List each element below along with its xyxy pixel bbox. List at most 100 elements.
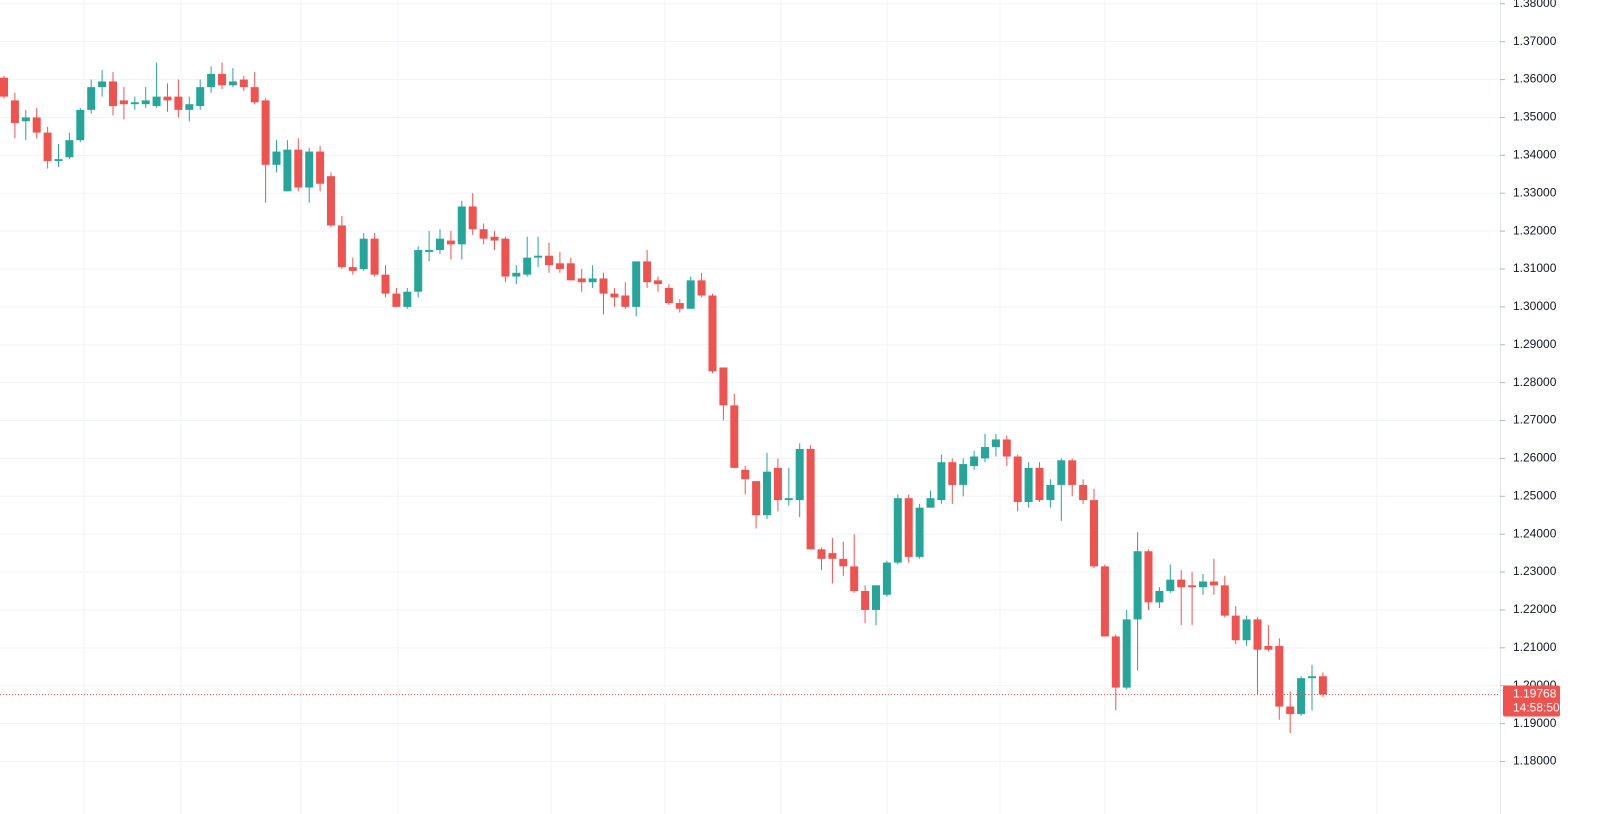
candle-body <box>10 100 19 124</box>
candle-body <box>479 229 488 239</box>
y-tick-label: 1.19000 <box>1513 716 1557 730</box>
y-tick-label: 1.32000 <box>1513 223 1557 237</box>
last-price-label: 1.19768 <box>1513 687 1557 701</box>
candle-body <box>1002 439 1011 457</box>
candle-body <box>196 87 205 107</box>
candle-body <box>904 498 913 557</box>
candle-body <box>294 149 303 188</box>
y-tick-label: 1.18000 <box>1513 754 1557 768</box>
candle-body <box>675 303 684 309</box>
candle-body <box>1231 615 1240 641</box>
candle-body <box>512 272 521 277</box>
y-tick-label: 1.28000 <box>1513 375 1557 389</box>
y-tick-label: 1.30000 <box>1513 299 1557 313</box>
candle-body <box>1079 484 1088 501</box>
candle-body <box>218 73 226 86</box>
candle-body <box>54 159 63 162</box>
candle-body <box>1100 566 1109 637</box>
candle-body <box>1264 645 1273 650</box>
candle-body <box>392 293 401 307</box>
candle-body <box>403 291 412 307</box>
candle-body <box>1111 636 1120 688</box>
candle-body <box>1275 645 1284 707</box>
candle-body <box>141 100 150 105</box>
candle-body <box>545 255 553 266</box>
candle-body <box>872 585 880 610</box>
candle-body <box>828 553 837 559</box>
candle-body <box>1013 456 1022 502</box>
candle-body <box>1068 460 1077 485</box>
y-tick-label: 1.26000 <box>1513 451 1557 465</box>
y-tick-label: 1.29000 <box>1513 337 1557 351</box>
candle-body <box>1297 678 1306 715</box>
candle-body <box>697 280 706 296</box>
candle-body <box>337 225 346 268</box>
candle-body <box>414 250 423 292</box>
candle-body <box>893 498 902 563</box>
candle-body <box>1286 706 1295 715</box>
y-tick-label: 1.23000 <box>1513 564 1557 578</box>
candle-body <box>773 467 782 501</box>
candle-body <box>163 96 172 101</box>
y-tick-label: 1.31000 <box>1513 261 1557 275</box>
candle-body <box>185 104 194 110</box>
candle-body <box>316 151 325 184</box>
candle-body <box>1035 467 1044 501</box>
candle-body <box>1253 619 1262 650</box>
candle-body <box>839 558 848 567</box>
candle-body <box>207 73 216 88</box>
candle-body <box>228 81 237 86</box>
candle-body <box>686 280 695 309</box>
candle-body <box>730 405 739 468</box>
candle-body <box>468 206 477 230</box>
candle-body <box>577 278 586 283</box>
candle-body <box>1209 581 1218 586</box>
candle-body <box>348 267 357 271</box>
candle-body <box>708 295 717 372</box>
candle-body <box>1308 676 1316 679</box>
candle-body <box>817 549 826 559</box>
candle-body <box>599 278 608 294</box>
candle-body <box>1220 585 1229 616</box>
candle-body <box>1199 581 1207 588</box>
candle-body <box>119 100 128 105</box>
candle-body <box>305 151 314 188</box>
candle-body <box>457 206 466 245</box>
candle-body <box>937 462 946 501</box>
candle-body <box>87 87 96 110</box>
candle-body <box>981 447 989 459</box>
candle-body <box>926 498 935 508</box>
candle-body <box>327 176 335 226</box>
candle-body <box>0 77 8 97</box>
candle-body <box>643 261 652 283</box>
candle-body <box>795 448 804 501</box>
y-tick-label: 1.35000 <box>1513 110 1557 124</box>
y-tick-label: 1.24000 <box>1513 526 1557 540</box>
candle-body <box>21 117 30 122</box>
candle-body <box>882 562 891 595</box>
candle-body <box>610 293 619 298</box>
candle-body <box>43 132 52 162</box>
candle-body <box>763 471 771 516</box>
candle-body <box>272 151 281 165</box>
candle-body <box>1090 500 1098 567</box>
candle-body <box>1242 619 1251 641</box>
candle-body <box>741 469 750 480</box>
candle-body <box>1144 551 1153 603</box>
candle-body <box>425 250 434 252</box>
candle-body <box>1133 551 1142 620</box>
candle-body <box>109 81 117 107</box>
candle-body <box>1318 676 1327 695</box>
candle-body <box>174 96 183 110</box>
candle-body <box>1155 591 1164 603</box>
candle-body <box>784 498 793 501</box>
candle-body <box>370 238 379 275</box>
candle-body <box>76 109 85 141</box>
candle-body <box>250 87 259 103</box>
candle-body <box>359 238 368 269</box>
time-grid <box>83 0 1378 814</box>
y-tick-label: 1.34000 <box>1513 147 1557 161</box>
candle-body <box>752 481 761 516</box>
candle-body <box>98 81 107 88</box>
